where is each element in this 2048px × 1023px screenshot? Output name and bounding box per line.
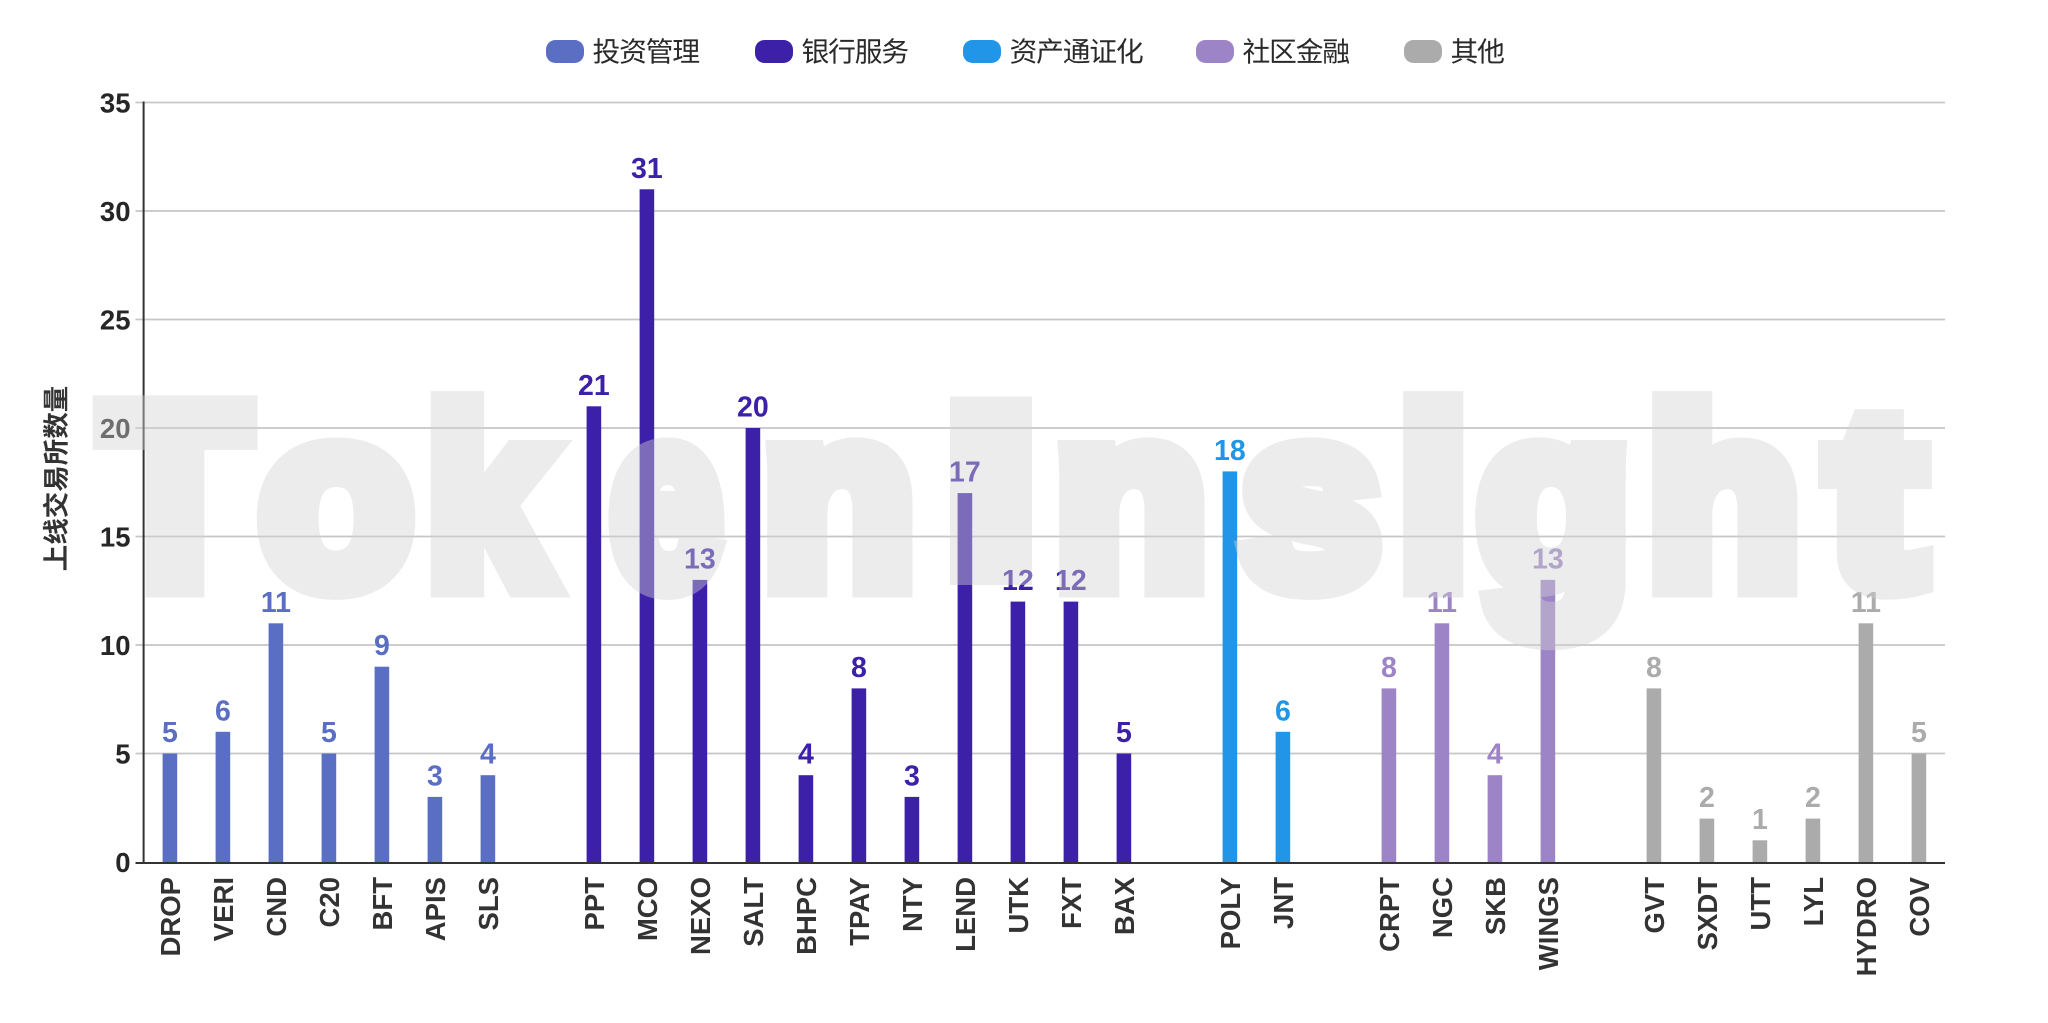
svg-text:4: 4: [798, 739, 814, 771]
svg-text:T: T: [102, 354, 248, 640]
svg-text:h: h: [1648, 360, 1800, 638]
svg-text:NEXO: NEXO: [685, 877, 716, 955]
svg-text:APIS: APIS: [420, 877, 451, 941]
svg-text:4: 4: [480, 739, 496, 771]
svg-text:UTK: UTK: [1003, 877, 1034, 934]
svg-text:8: 8: [1381, 652, 1397, 684]
svg-text:SLS: SLS: [473, 877, 504, 930]
svg-text:12: 12: [1055, 565, 1087, 597]
svg-text:CND: CND: [261, 877, 292, 937]
svg-text:20: 20: [737, 392, 769, 424]
svg-text:e: e: [611, 360, 721, 638]
svg-text:t: t: [1829, 360, 1922, 638]
svg-text:LEND: LEND: [950, 877, 981, 952]
svg-text:SKB: SKB: [1480, 877, 1511, 935]
svg-text:4: 4: [1487, 739, 1503, 771]
svg-text:SALT: SALT: [738, 877, 769, 947]
svg-text:5: 5: [162, 717, 178, 749]
svg-text:BAX: BAX: [1109, 876, 1140, 935]
svg-text:UTT: UTT: [1745, 877, 1776, 931]
svg-text:1: 1: [1752, 804, 1768, 836]
svg-text:COV: COV: [1904, 876, 1935, 936]
svg-text:15: 15: [100, 522, 131, 553]
svg-text:2: 2: [1699, 782, 1715, 814]
svg-text:POLY: POLY: [1215, 877, 1246, 949]
svg-text:5: 5: [1116, 717, 1132, 749]
svg-text:PPT: PPT: [579, 877, 610, 931]
svg-text:11: 11: [1851, 587, 1881, 619]
svg-text:21: 21: [578, 370, 610, 402]
svg-text:BFT: BFT: [367, 877, 398, 931]
svg-text:NTY: NTY: [897, 877, 928, 932]
svg-text:5: 5: [321, 717, 337, 749]
svg-text:6: 6: [1275, 695, 1291, 727]
svg-text:5: 5: [1911, 717, 1927, 749]
svg-text:17: 17: [949, 457, 981, 489]
svg-text:3: 3: [904, 760, 920, 792]
svg-text:HYDRO: HYDRO: [1851, 877, 1882, 976]
svg-text:MCO: MCO: [632, 877, 663, 941]
svg-text:30: 30: [100, 196, 131, 227]
svg-text:35: 35: [100, 88, 131, 119]
svg-text:NGC: NGC: [1427, 877, 1458, 938]
svg-text:20: 20: [100, 413, 131, 444]
svg-text:0: 0: [115, 847, 130, 878]
svg-text:o: o: [260, 360, 412, 638]
svg-text:2: 2: [1805, 782, 1821, 814]
svg-text:GVT: GVT: [1639, 877, 1670, 934]
svg-text:SXDT: SXDT: [1692, 877, 1723, 951]
svg-text:s: s: [1241, 360, 1379, 638]
svg-text:BHPC: BHPC: [791, 877, 822, 955]
svg-text:5: 5: [115, 739, 130, 770]
svg-text:g: g: [1478, 360, 1630, 638]
svg-text:10: 10: [100, 630, 131, 661]
svg-text:3: 3: [427, 760, 443, 792]
svg-text:JNT: JNT: [1268, 877, 1299, 929]
svg-text:k: k: [427, 360, 550, 638]
svg-text:C20: C20: [314, 877, 345, 927]
svg-text:CRPT: CRPT: [1374, 877, 1405, 952]
svg-text:6: 6: [215, 695, 231, 727]
svg-text:25: 25: [100, 305, 131, 336]
svg-text:31: 31: [631, 153, 663, 185]
svg-text:8: 8: [1646, 652, 1662, 684]
svg-text:8: 8: [851, 652, 867, 684]
svg-text:13: 13: [1532, 543, 1564, 575]
svg-text:n: n: [1055, 360, 1207, 638]
svg-text:9: 9: [374, 630, 390, 662]
svg-text:13: 13: [684, 543, 716, 575]
svg-text:WINGS: WINGS: [1533, 877, 1564, 970]
svg-text:18: 18: [1214, 435, 1246, 467]
svg-text:TPAY: TPAY: [844, 877, 875, 946]
svg-text:12: 12: [1002, 565, 1034, 597]
svg-text:11: 11: [261, 587, 291, 619]
svg-text:n: n: [763, 360, 915, 638]
svg-text:LYL: LYL: [1798, 877, 1829, 926]
svg-text:DROP: DROP: [155, 877, 186, 956]
svg-text:11: 11: [1427, 587, 1457, 619]
svg-text:i: i: [1399, 360, 1468, 638]
svg-text:FXT: FXT: [1056, 877, 1087, 929]
svg-text:VERI: VERI: [208, 877, 239, 941]
